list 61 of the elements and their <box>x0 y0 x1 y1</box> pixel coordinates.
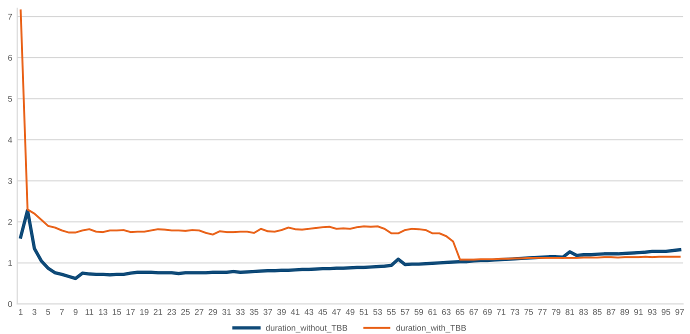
x-tick-label: 59 <box>414 309 424 315</box>
x-tick-label: 73 <box>510 309 520 315</box>
x-tick-label: 77 <box>538 309 547 315</box>
y-tick-label: 0 <box>8 301 12 308</box>
x-tick-label: 49 <box>346 309 354 315</box>
x-tick-label: 85 <box>593 309 602 315</box>
x-tick-label: 93 <box>648 309 656 315</box>
x-tick-label: 11 <box>86 309 94 315</box>
x-tick-label: 9 <box>74 309 78 315</box>
x-tick-label: 27 <box>194 309 204 315</box>
y-tick-label: 4 <box>8 137 12 143</box>
x-tick-label: 75 <box>524 309 533 315</box>
y-tick-label: 7 <box>8 14 12 20</box>
x-tick-label: 39 <box>277 309 286 315</box>
x-tick-label: 91 <box>634 309 643 315</box>
y-tick-label: 1 <box>8 260 12 266</box>
x-tick-label: 53 <box>373 309 382 315</box>
x-tick-label: 47 <box>332 309 341 315</box>
x-tick-label: 57 <box>400 309 410 315</box>
x-tick-label: 63 <box>442 309 451 315</box>
x-tick-label: 35 <box>250 309 258 315</box>
x-tick-label: 31 <box>222 309 231 315</box>
x-tick-label: 5 <box>46 309 50 315</box>
x-tick-label: 71 <box>496 309 506 315</box>
x-tick-label: 61 <box>428 309 437 315</box>
x-tick-label: 43 <box>304 309 314 315</box>
x-tick-label: 83 <box>579 309 588 315</box>
x-tick-label: 25 <box>181 309 190 315</box>
legend-label: duration_without_TBB <box>266 324 348 332</box>
x-tick-label: 37 <box>263 309 272 315</box>
x-tick-label: 7 <box>60 309 64 315</box>
x-tick-label: 95 <box>662 309 670 315</box>
x-tick-label: 1 <box>19 309 23 315</box>
x-tick-label: 45 <box>318 309 328 315</box>
legend-label: duration_with_TBB <box>396 324 466 332</box>
x-tick-label: 13 <box>99 309 108 315</box>
line-series <box>19 208 682 280</box>
x-tick-label: 19 <box>140 309 148 315</box>
y-tick-label: 6 <box>8 54 12 61</box>
x-tick-label: 65 <box>456 309 464 315</box>
x-tick-label: 67 <box>470 309 478 315</box>
y-tick-label: 3 <box>8 178 12 184</box>
x-tick-label: 97 <box>675 309 684 315</box>
y-tick-label: 2 <box>8 219 12 225</box>
x-tick-label: 29 <box>208 309 218 315</box>
x-tick-label: 69 <box>483 309 492 315</box>
x-tick-label: 17 <box>126 309 135 315</box>
x-tick-label: 79 <box>552 309 560 315</box>
x-tick-label: 15 <box>112 309 122 315</box>
line-series <box>20 9 681 261</box>
x-tick-label: 55 <box>387 309 396 315</box>
x-tick-label: 3 <box>32 309 36 315</box>
x-tick-label: 21 <box>154 309 162 315</box>
x-tick-label: 23 <box>167 309 176 315</box>
x-tick-label: 51 <box>360 309 368 315</box>
x-tick-label: 89 <box>620 309 629 315</box>
x-tick-label: 41 <box>290 309 300 315</box>
x-tick-label: 87 <box>606 309 616 315</box>
y-tick-label: 5 <box>8 96 12 102</box>
x-tick-label: 33 <box>236 309 245 315</box>
x-tick-label: 81 <box>566 309 574 315</box>
